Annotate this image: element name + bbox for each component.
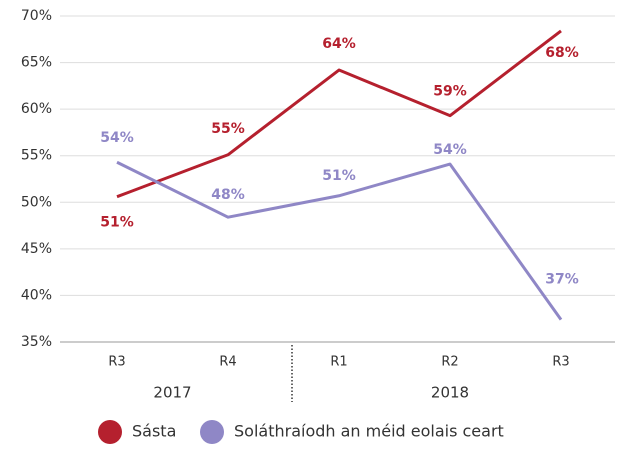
- group-label: 2018: [431, 384, 469, 402]
- value-label: 68%: [545, 45, 579, 61]
- y-tick-label: 40%: [21, 287, 52, 303]
- y-tick-label: 35%: [21, 334, 52, 350]
- value-label: 51%: [100, 215, 134, 231]
- value-label: 54%: [433, 142, 467, 158]
- x-tick-label: R3: [108, 355, 125, 370]
- x-tick-label: R4: [219, 355, 236, 370]
- legend-label: Soláthraíodh an méid eolais ceart: [234, 422, 504, 441]
- y-tick-label: 60%: [21, 101, 52, 117]
- value-label: 51%: [322, 168, 356, 184]
- series-line: [116, 29, 562, 199]
- y-tick-label: 65%: [21, 55, 52, 71]
- value-label: 48%: [211, 187, 245, 203]
- legend-swatch: [200, 420, 224, 444]
- legend-swatch: [98, 420, 122, 444]
- y-tick-label: 50%: [21, 194, 52, 210]
- x-tick-label: R2: [441, 355, 458, 370]
- group-label: 2017: [153, 384, 191, 402]
- value-label: 54%: [100, 130, 134, 146]
- legend-label: Sásta: [132, 422, 176, 441]
- y-tick-label: 55%: [21, 148, 52, 164]
- value-label: 59%: [433, 84, 467, 100]
- x-tick-label: R1: [330, 355, 347, 370]
- y-tick-label: 70%: [21, 8, 52, 24]
- x-tick-label: R3: [552, 355, 569, 370]
- value-label: 64%: [322, 36, 356, 52]
- value-label: 55%: [211, 121, 245, 137]
- value-label: 37%: [545, 272, 579, 288]
- series-line: [116, 160, 563, 321]
- y-tick-label: 45%: [21, 241, 52, 257]
